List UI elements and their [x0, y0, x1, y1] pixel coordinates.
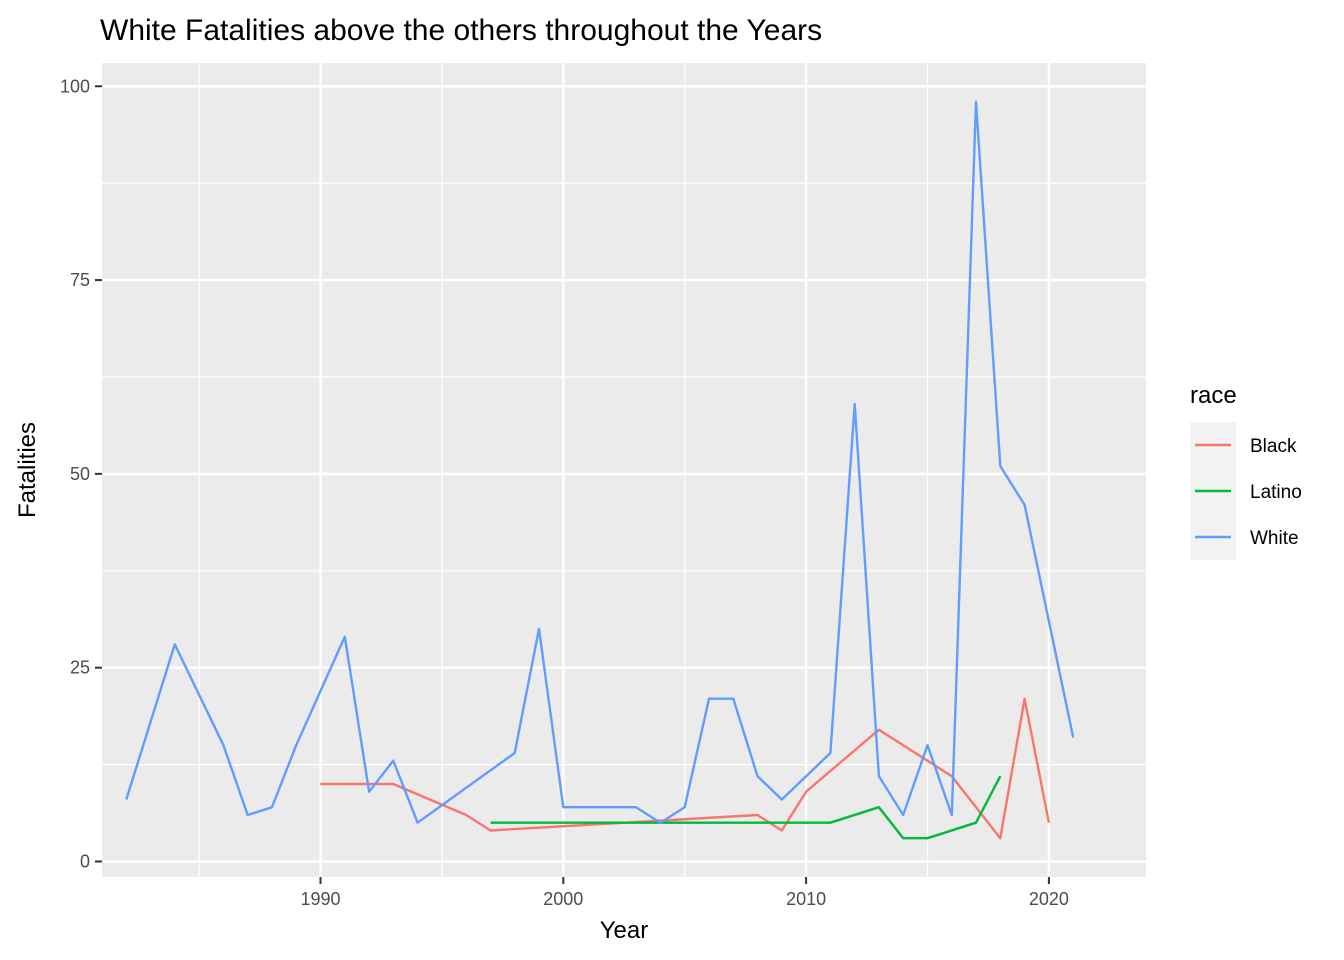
x-tick-label: 2010 — [786, 889, 826, 909]
x-tick-label: 1990 — [300, 889, 340, 909]
legend-label-black: Black — [1250, 436, 1297, 457]
y-tick-label: 100 — [60, 76, 90, 96]
y-tick-label: 75 — [70, 270, 90, 290]
major-gridlines — [102, 63, 1146, 877]
y-tick-label: 0 — [80, 851, 90, 871]
legend: race Black Latino White — [1190, 382, 1302, 560]
y-axis: 0 25 50 75 100 — [60, 76, 102, 871]
series-lines — [125, 100, 1075, 840]
series-line-latino — [490, 775, 1002, 840]
x-axis-title: Year — [600, 917, 649, 944]
legend-label-latino: Latino — [1250, 482, 1302, 503]
y-axis-title: Fatalities — [14, 422, 41, 518]
legend-label-white: White — [1250, 528, 1299, 549]
legend-title: race — [1190, 382, 1237, 409]
y-tick-label: 25 — [70, 658, 90, 678]
y-tick-label: 50 — [70, 464, 90, 484]
plot-panel — [102, 63, 1146, 877]
series-line-black — [320, 697, 1051, 840]
minor-gridlines — [102, 63, 1146, 877]
x-tick-label: 2000 — [543, 889, 583, 909]
series-line-white — [125, 100, 1075, 824]
x-axis: 1990 2000 2010 2020 — [300, 877, 1069, 909]
chart-title: White Fatalities above the others throug… — [100, 14, 822, 47]
x-tick-label: 2020 — [1029, 889, 1069, 909]
